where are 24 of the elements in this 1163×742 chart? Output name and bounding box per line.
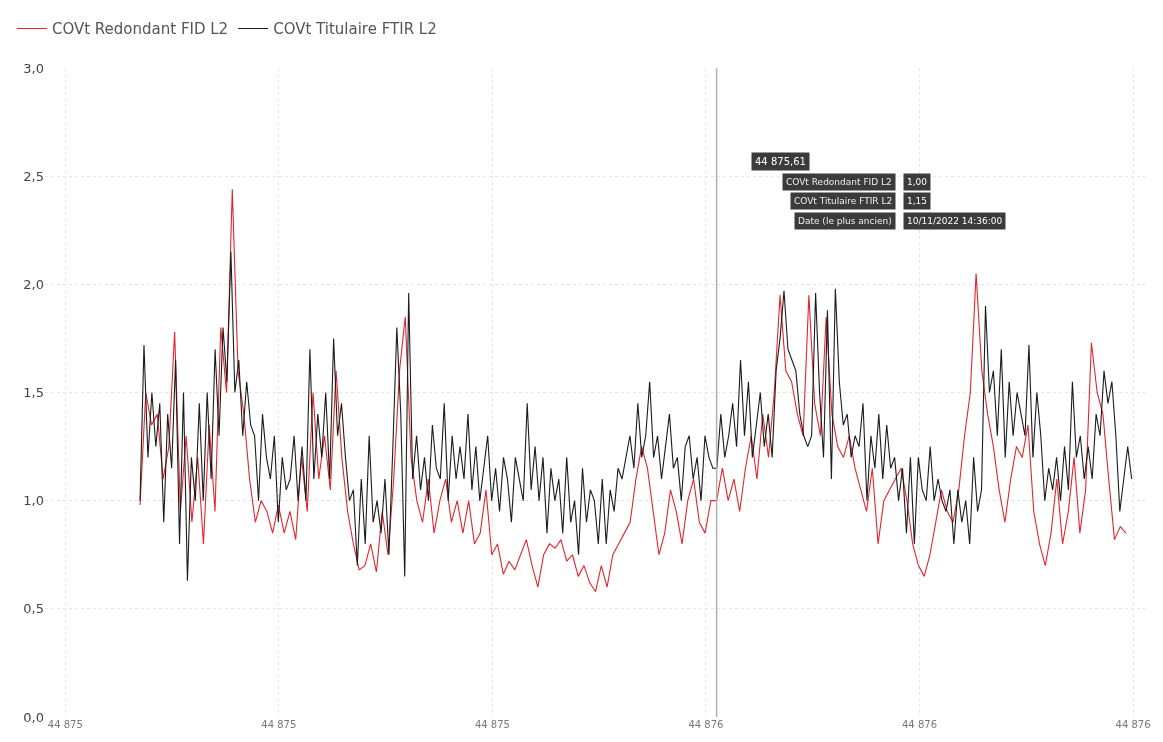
annotation: 1,00 xyxy=(907,177,928,187)
legend-label: COVt Redondant FID L2 xyxy=(51,20,229,39)
line-series xyxy=(139,188,1127,593)
y-tick-label: 1,5 xyxy=(23,385,44,401)
y-tick-label: 3,0 xyxy=(23,60,44,76)
y-tick-label: 0,0 xyxy=(23,709,44,725)
y-tick-label: 1,0 xyxy=(23,493,44,509)
legend-label: COVt Titulaire FTIR L2 xyxy=(273,20,437,39)
line-series xyxy=(139,251,1133,582)
annotation: COVt Redondant FID L2 xyxy=(786,177,892,187)
x-tick-label: 44 875 xyxy=(261,719,297,730)
x-tick-label: 44 876 xyxy=(1115,719,1151,730)
annotation: COVt Titulaire FTIR L2 xyxy=(794,196,893,206)
annotation: 44 875,61 xyxy=(755,156,806,167)
annotation: 10/11/2022 14:36:00 xyxy=(907,216,1003,226)
x-tick-label: 44 876 xyxy=(902,719,937,730)
x-tick-label: 44 875 xyxy=(47,719,83,730)
x-tick-label: 44 876 xyxy=(688,719,724,730)
x-tick-label: 44 875 xyxy=(474,719,510,730)
y-tick-label: 2,5 xyxy=(23,168,44,184)
annotation: 1,15 xyxy=(907,196,928,206)
annotation: Date (le plus ancien) xyxy=(798,216,892,226)
y-tick-label: 2,0 xyxy=(23,276,44,292)
y-tick-label: 0,5 xyxy=(23,601,44,617)
